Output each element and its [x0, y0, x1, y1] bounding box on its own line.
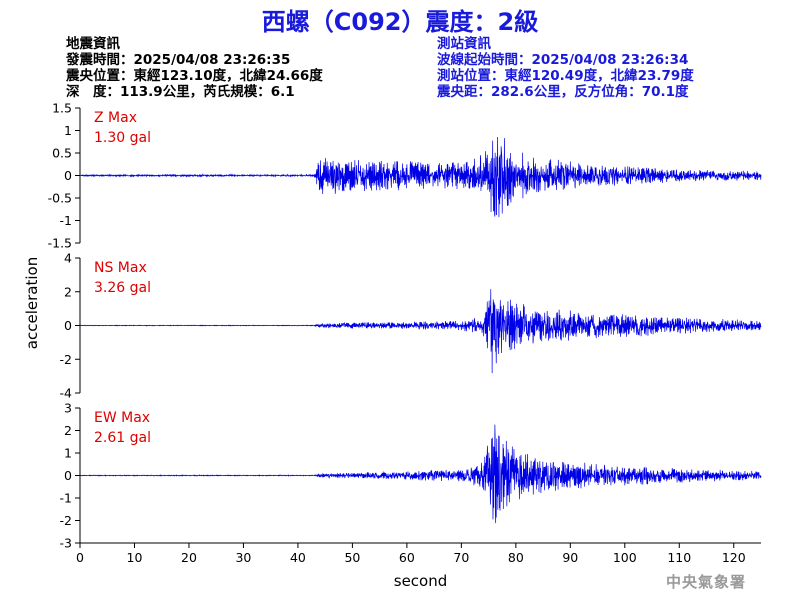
x-tick-label: 100	[613, 550, 637, 565]
x-tick-label: 70	[453, 550, 469, 565]
agency-credit: 中央氣象署	[665, 573, 746, 591]
x-axis-label: second	[394, 572, 448, 590]
y-tick-label-z: 0	[64, 168, 72, 183]
trace-ns	[79, 289, 762, 374]
y-axis-label: acceleration	[23, 257, 41, 349]
y-tick-label-z: -0.5	[48, 191, 72, 206]
y-tick-label-ns: -4	[60, 386, 73, 401]
x-tick-label: 0	[76, 550, 84, 565]
max-label-ew: EW Max	[94, 410, 150, 426]
y-tick-label-ns: 0	[64, 318, 72, 333]
y-tick-label-z: 1	[64, 123, 72, 138]
y-tick-label-ew: 0	[64, 468, 72, 483]
station-location: 測站位置：東經120.49度，北緯23.79度	[437, 68, 694, 84]
y-tick-label-z: -1.5	[48, 236, 72, 251]
max-label-z: Z Max	[94, 110, 137, 126]
epicenter-location: 震央位置：東經123.10度，北緯24.66度	[66, 68, 323, 84]
distance-azimuth: 震央距：282.6公里，反方位角：70.1度	[437, 84, 689, 100]
chart-title: 西螺（C092）震度：2級	[261, 8, 539, 36]
x-tick-label: 120	[722, 550, 746, 565]
x-tick-label: 30	[235, 550, 251, 565]
arrival-time: 波線起始時間：2025/04/08 23:26:34	[437, 52, 689, 68]
y-tick-label-ew: 1	[64, 446, 72, 461]
x-tick-label: 110	[667, 550, 691, 565]
max-value-z: 1.30 gal	[94, 130, 151, 146]
y-tick-label-z: 0.5	[52, 146, 72, 161]
max-label-ns: NS Max	[94, 260, 147, 276]
y-tick-label-ew: 2	[64, 423, 72, 438]
event-info: 地震資訊 發震時間：2025/04/08 23:26:35 震央位置：東經123…	[66, 36, 323, 100]
max-value-ns: 3.26 gal	[94, 280, 151, 296]
x-tick-label: 90	[562, 550, 578, 565]
x-tick-label: 10	[127, 550, 143, 565]
y-tick-label-ns: -2	[60, 352, 72, 367]
y-tick-label-ns: 2	[64, 284, 72, 299]
y-tick-label-ns: 4	[64, 251, 72, 266]
y-tick-label-ew: -2	[60, 513, 72, 528]
y-tick-label-ew: -3	[60, 536, 72, 551]
x-tick-label: 20	[181, 550, 197, 565]
y-tick-label-z: -1	[60, 213, 72, 228]
x-tick-label: 60	[399, 550, 415, 565]
max-value-ew: 2.61 gal	[94, 430, 151, 446]
x-tick-label: 50	[344, 550, 360, 565]
station-info: 測站資訊 波線起始時間：2025/04/08 23:26:34 測站位置：東經1…	[437, 36, 694, 100]
x-tick-label: 40	[290, 550, 306, 565]
x-tick-label: 80	[508, 550, 524, 565]
depth-magnitude: 深 度：113.9公里，芮氏規模：6.1	[66, 84, 295, 100]
origin-time: 發震時間：2025/04/08 23:26:35	[66, 52, 291, 68]
trace-z	[79, 136, 762, 218]
y-tick-label-ew: -1	[60, 491, 72, 506]
y-tick-label-ew: 3	[64, 401, 72, 416]
station-info-heading: 測站資訊	[437, 36, 491, 52]
trace-ew	[79, 424, 762, 524]
y-tick-label-z: 1.5	[52, 101, 72, 116]
event-info-heading: 地震資訊	[66, 36, 120, 52]
